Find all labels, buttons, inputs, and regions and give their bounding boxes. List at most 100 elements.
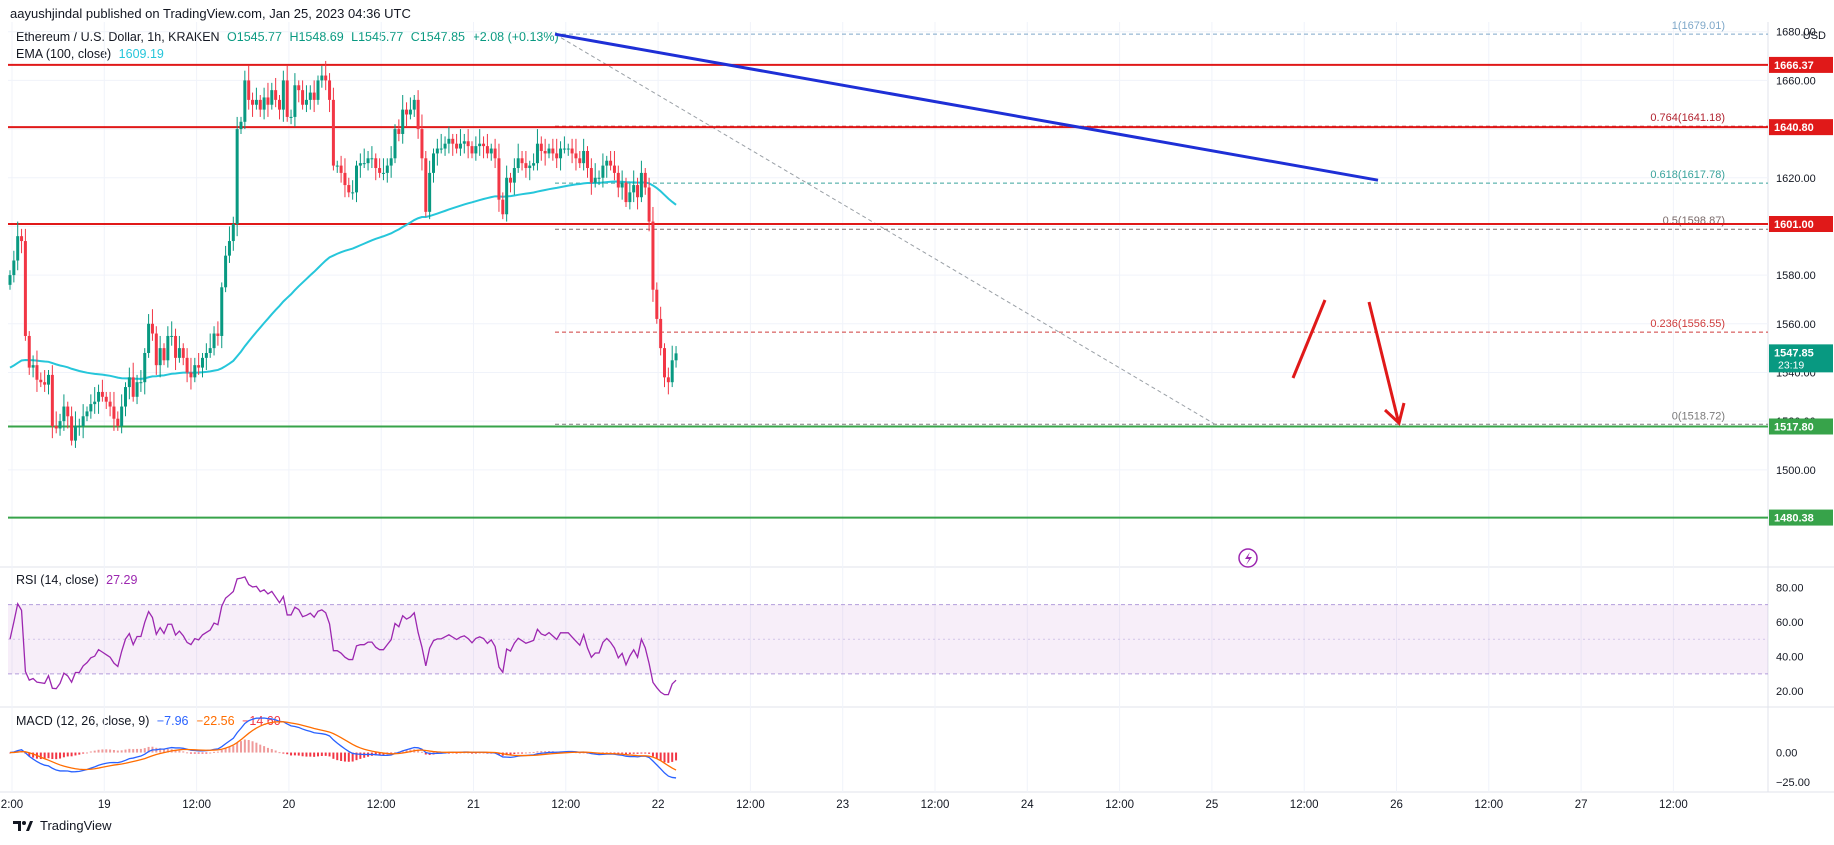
candle-body[interactable] [170, 335, 174, 337]
price-chart[interactable]: 2:00 19 12:00 20 12:00 21 12:00 22 12:00 23 12:00 2… [0, 0, 1834, 812]
candle-body[interactable] [659, 318, 663, 349]
candle-body[interactable] [177, 348, 181, 358]
candle-body[interactable] [505, 177, 509, 215]
candle-body[interactable] [428, 172, 432, 212]
candle-body[interactable] [220, 287, 224, 336]
candle-body[interactable] [231, 224, 235, 242]
candle-body[interactable] [154, 333, 158, 366]
candle-body[interactable] [127, 377, 131, 388]
candle-body[interactable] [666, 377, 670, 383]
candle-body[interactable] [628, 192, 632, 203]
candle-body[interactable] [243, 80, 247, 122]
candle-body[interactable] [497, 158, 501, 200]
candle-body[interactable] [301, 90, 305, 105]
candle-body[interactable] [632, 185, 636, 193]
candle-body[interactable] [297, 85, 301, 91]
candle-body[interactable] [574, 153, 578, 159]
candle-body[interactable] [566, 148, 570, 150]
candle-body[interactable] [254, 99, 258, 105]
candle-body[interactable] [489, 148, 493, 154]
candle-body[interactable] [674, 353, 678, 361]
candle-body[interactable] [609, 160, 613, 166]
candle-body[interactable] [193, 365, 197, 378]
candle-body[interactable] [355, 165, 358, 193]
candle-body[interactable] [389, 158, 393, 166]
candle-body[interactable] [520, 158, 524, 164]
candle-body[interactable] [227, 241, 231, 256]
candle-body[interactable] [663, 348, 666, 378]
candle-body[interactable] [108, 401, 112, 407]
candle-body[interactable] [50, 374, 54, 427]
candle-body[interactable] [150, 323, 154, 334]
candle-body[interactable] [77, 426, 81, 428]
candle-body[interactable] [439, 148, 443, 150]
candle-body[interactable] [324, 75, 328, 81]
candle-body[interactable] [143, 352, 147, 383]
candle-body[interactable] [524, 163, 528, 169]
candle-body[interactable] [235, 129, 239, 225]
candle-body[interactable] [535, 143, 539, 164]
candle-body[interactable] [112, 406, 116, 419]
candle-body[interactable] [485, 146, 489, 154]
rsi-label[interactable]: RSI (14, close) [16, 573, 99, 587]
candle-body[interactable] [85, 411, 89, 417]
candle-body[interactable] [320, 75, 324, 81]
candle-body[interactable] [381, 172, 385, 174]
candle-body[interactable] [393, 129, 397, 159]
candle-body[interactable] [528, 165, 532, 169]
candle-body[interactable] [616, 172, 620, 188]
candle-body[interactable] [135, 382, 139, 397]
candle-body[interactable] [512, 168, 516, 183]
ema-label[interactable]: EMA (100, close) [16, 47, 112, 61]
candle-body[interactable] [643, 172, 647, 188]
candle-body[interactable] [189, 372, 193, 378]
candle-body[interactable] [139, 382, 143, 384]
candle-body[interactable] [405, 109, 409, 115]
candle-body[interactable] [624, 182, 628, 203]
descending-trendline[interactable] [554, 32, 1379, 182]
candle-body[interactable] [120, 406, 124, 427]
candle-body[interactable] [501, 199, 505, 215]
candle-body[interactable] [131, 377, 135, 397]
candle-body[interactable] [8, 275, 12, 285]
candle-body[interactable] [474, 146, 478, 154]
candle-body[interactable] [162, 348, 166, 361]
candle-body[interactable] [316, 80, 320, 100]
candle-body[interactable] [424, 158, 428, 212]
candle-body[interactable] [547, 148, 551, 154]
candle-body[interactable] [589, 168, 593, 183]
candle-body[interactable] [655, 289, 659, 319]
candle-body[interactable] [509, 177, 512, 183]
candle-body[interactable] [312, 92, 316, 100]
candle-body[interactable] [97, 391, 101, 402]
candle-body[interactable] [555, 153, 559, 159]
candle-body[interactable] [174, 335, 178, 358]
candle-body[interactable] [416, 99, 420, 130]
candle-body[interactable] [378, 168, 382, 173]
candle-body[interactable] [478, 143, 482, 147]
candle-body[interactable] [466, 141, 470, 147]
candle-body[interactable] [93, 401, 97, 405]
candle-body[interactable] [412, 99, 416, 110]
candle-body[interactable] [612, 165, 616, 173]
candle-body[interactable] [197, 365, 201, 368]
candle-body[interactable] [281, 80, 285, 110]
candle-body[interactable] [516, 158, 520, 169]
candle-body[interactable] [73, 426, 77, 441]
candle-body[interactable] [458, 143, 462, 149]
candle-body[interactable] [443, 143, 447, 149]
candle-body[interactable] [597, 177, 601, 179]
candle-body[interactable] [20, 236, 24, 242]
candle-body[interactable] [620, 182, 624, 188]
candle-body[interactable] [435, 148, 439, 154]
candle-body[interactable] [539, 143, 543, 151]
candle-body[interactable] [432, 153, 435, 173]
candle-body[interactable] [224, 255, 228, 288]
candle-body[interactable] [27, 335, 31, 368]
candle-body[interactable] [362, 163, 366, 165]
candle-body[interactable] [66, 406, 70, 417]
candle-body[interactable] [274, 90, 278, 100]
candle-body[interactable] [47, 374, 50, 385]
candle-body[interactable] [100, 391, 104, 397]
candle-body[interactable] [116, 418, 120, 427]
